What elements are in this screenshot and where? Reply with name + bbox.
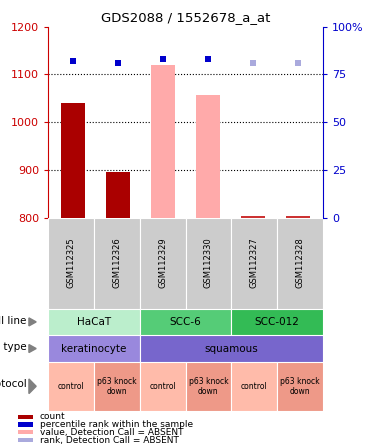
Text: control: control — [149, 382, 176, 391]
Polygon shape — [29, 318, 36, 326]
Bar — [94, 218, 140, 309]
Text: HaCaT: HaCaT — [77, 317, 111, 327]
Polygon shape — [29, 345, 36, 353]
Bar — [140, 362, 186, 411]
Bar — [18, 438, 33, 442]
Text: p63 knock
down: p63 knock down — [280, 377, 320, 396]
Text: p63 knock
down: p63 knock down — [97, 377, 137, 396]
Text: SCC-6: SCC-6 — [170, 317, 201, 327]
Text: squamous: squamous — [204, 344, 258, 353]
Bar — [94, 362, 140, 411]
Bar — [60, 103, 85, 218]
Title: GDS2088 / 1552678_a_at: GDS2088 / 1552678_a_at — [101, 11, 270, 24]
Text: cell type: cell type — [0, 342, 27, 352]
Text: GSM112328: GSM112328 — [295, 238, 304, 289]
Bar — [18, 430, 33, 435]
Bar — [48, 218, 94, 309]
Text: p63 knock
down: p63 knock down — [188, 377, 228, 396]
Bar — [286, 216, 311, 218]
Bar — [196, 95, 220, 218]
Text: GSM112330: GSM112330 — [204, 238, 213, 289]
Text: GSM112325: GSM112325 — [67, 238, 76, 289]
Bar — [48, 335, 140, 362]
Bar — [277, 362, 323, 411]
Text: GSM112327: GSM112327 — [250, 238, 259, 289]
Bar — [18, 415, 33, 419]
Bar — [231, 309, 323, 335]
Text: GSM112326: GSM112326 — [112, 238, 121, 289]
Polygon shape — [29, 379, 36, 394]
Text: control: control — [58, 382, 85, 391]
Bar — [277, 218, 323, 309]
Bar — [18, 422, 33, 427]
Text: GSM112329: GSM112329 — [158, 238, 167, 289]
Text: cell line: cell line — [0, 316, 27, 325]
Bar — [48, 362, 94, 411]
Text: keratinocyte: keratinocyte — [61, 344, 127, 353]
Text: rank, Detection Call = ABSENT: rank, Detection Call = ABSENT — [40, 436, 179, 444]
Bar — [186, 218, 231, 309]
Text: value, Detection Call = ABSENT: value, Detection Call = ABSENT — [40, 428, 183, 437]
Bar — [151, 65, 175, 218]
Text: percentile rank within the sample: percentile rank within the sample — [40, 420, 193, 429]
Bar — [140, 335, 323, 362]
Bar — [241, 216, 265, 218]
Text: control: control — [241, 382, 267, 391]
Bar — [231, 218, 277, 309]
Text: SCC-012: SCC-012 — [255, 317, 299, 327]
Bar — [140, 218, 186, 309]
Bar — [231, 362, 277, 411]
Bar — [48, 309, 140, 335]
Text: count: count — [40, 412, 66, 421]
Bar — [140, 309, 231, 335]
Text: protocol: protocol — [0, 379, 27, 389]
Bar — [186, 362, 231, 411]
Bar — [106, 172, 130, 218]
